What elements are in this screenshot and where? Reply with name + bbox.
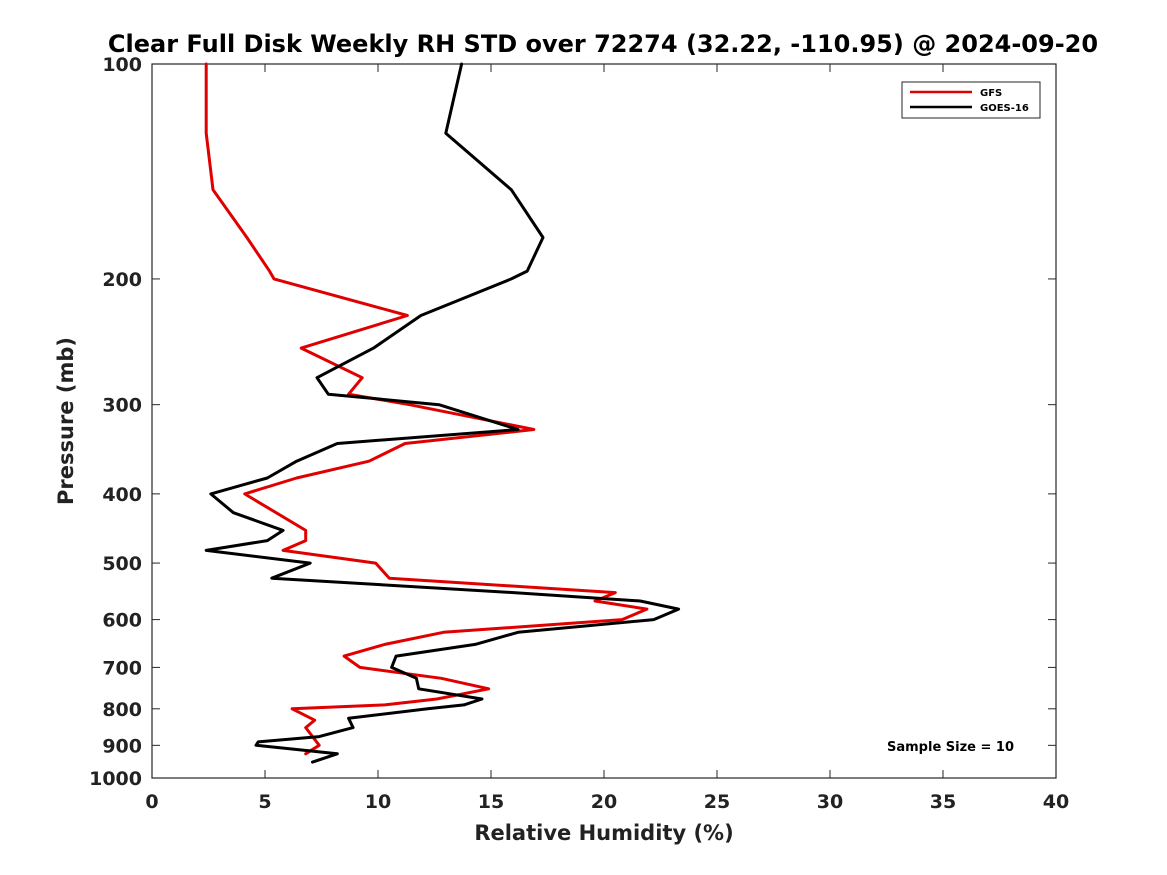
x-tick-label: 30 [817,791,843,813]
series-line-gfs [204,62,649,756]
x-tick-label: 40 [1043,791,1069,813]
y-tick-label: 1000 [89,768,142,790]
x-tick-label: 0 [145,791,158,813]
y-tick-label: 600 [102,610,142,632]
chart-title: Clear Full Disk Weekly RH STD over 72274… [108,30,1098,58]
y-tick-label: 900 [102,735,142,757]
x-axis: 0 5 10 15 20 25 30 35 40 [145,64,1069,813]
y-tick-label: 400 [102,484,142,506]
y-axis: 100 200 300 400 500 600 700 800 900 1000 [89,54,1056,790]
y-tick-label: 800 [102,699,142,721]
legend-label-gfs: GFS [980,88,1002,99]
x-tick-label: 5 [258,791,271,813]
x-axis-label: Relative Humidity (%) [474,821,733,845]
x-tick-label: 25 [704,791,730,813]
series-layer [204,62,681,764]
x-tick-label: 15 [478,791,504,813]
y-tick-label: 300 [102,395,142,417]
series-line-goes16 [204,62,681,764]
sample-size-annotation: Sample Size = 10 [887,740,1014,755]
y-tick-label: 200 [102,269,142,291]
x-tick-label: 20 [591,791,617,813]
y-tick-label: 500 [102,553,142,575]
y-tick-label: 100 [102,54,142,76]
y-tick-label: 700 [102,657,142,679]
x-tick-label: 35 [930,791,956,813]
legend: GFS GOES-16 [901,81,1041,119]
legend-box [901,81,1041,119]
plot-area [151,63,1057,779]
legend-label-goes16: GOES-16 [980,103,1029,114]
x-tick-label: 10 [365,791,391,813]
y-axis-label: Pressure (mb) [54,337,78,505]
